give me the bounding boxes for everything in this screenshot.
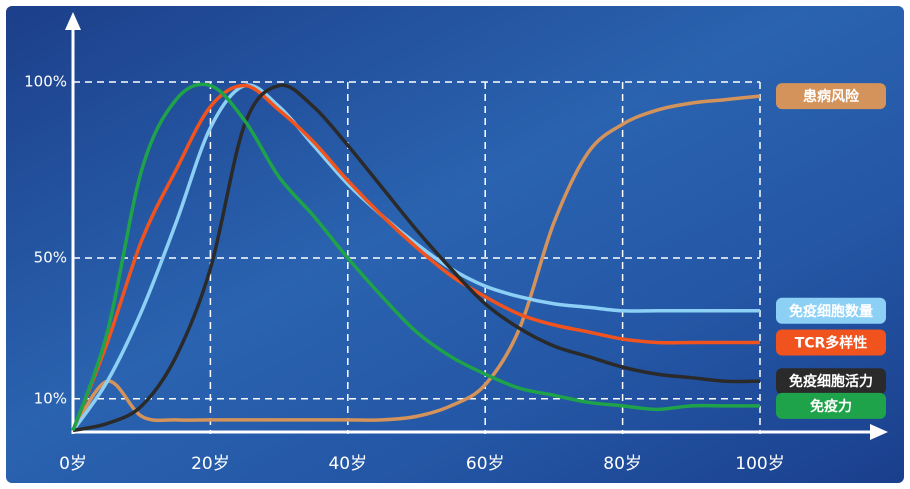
legend-label: TCR多样性 xyxy=(795,334,868,351)
legend-box xyxy=(776,329,886,356)
series-line xyxy=(71,83,760,432)
legend-box xyxy=(776,297,886,324)
legend-box xyxy=(776,392,886,419)
legend-box xyxy=(776,368,886,395)
series-line xyxy=(71,82,760,432)
legend-label: 免疫力 xyxy=(810,398,852,415)
x-tick-label: 60岁 xyxy=(466,454,505,474)
legend-box xyxy=(776,83,886,110)
y-tick-label: 50% xyxy=(34,249,67,267)
x-tick-label: 80岁 xyxy=(603,454,642,474)
y-tick-label: 100% xyxy=(24,73,67,91)
y-tick-label: 10% xyxy=(34,389,67,407)
x-tick-label: 20岁 xyxy=(191,454,230,474)
legend-label: 免疫细胞数量 xyxy=(789,303,873,320)
x-tick-label: 100岁 xyxy=(735,454,784,474)
legend-item: TCR多样性 xyxy=(776,329,886,356)
background xyxy=(6,6,904,483)
series-line xyxy=(71,83,760,432)
series-line xyxy=(72,83,761,433)
legend-label: 患病风险 xyxy=(803,88,860,105)
x-tick-label: 0岁 xyxy=(59,454,87,474)
x-tick-label: 40岁 xyxy=(328,454,367,474)
legend-label: 免疫细胞活力 xyxy=(789,373,873,390)
legend-item: 免疫力 xyxy=(776,392,886,419)
legend-item: 免疫细胞活力 xyxy=(776,368,886,395)
y-arrow xyxy=(65,12,81,30)
series-line xyxy=(71,94,761,432)
x-arrow xyxy=(870,424,888,440)
legend-item: 免疫细胞数量 xyxy=(776,297,886,324)
legend-item: 患病风险 xyxy=(776,83,886,110)
